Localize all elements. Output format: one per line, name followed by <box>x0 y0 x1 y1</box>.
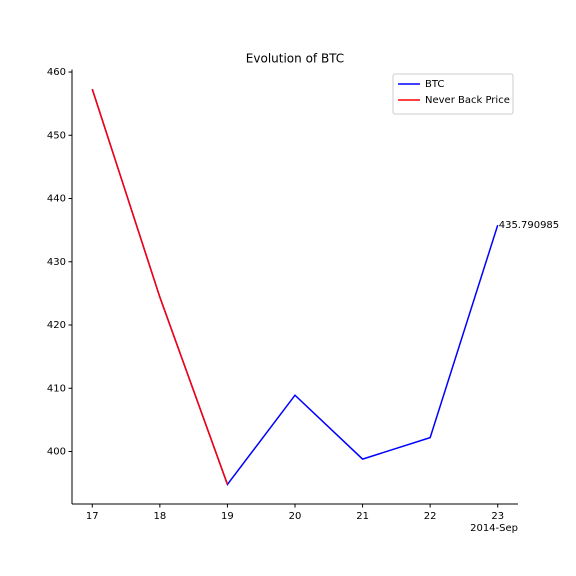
x-tick-label: 23 <box>491 511 504 522</box>
legend-label: Never Back Price <box>425 95 510 106</box>
y-tick-label: 400 <box>47 447 66 458</box>
x-tick-label: 20 <box>289 511 302 522</box>
y-tick-label: 430 <box>47 257 66 268</box>
x-tick-label: 18 <box>153 511 166 522</box>
y-tick-label: 440 <box>47 194 66 205</box>
x-tick-label: 19 <box>221 511 234 522</box>
legend-label: BTC <box>425 79 444 90</box>
x-tick-label: 21 <box>356 511 369 522</box>
chart-title: Evolution of BTC <box>246 52 344 66</box>
x-offset-label: 2014-Sep <box>470 523 518 534</box>
y-tick-label: 460 <box>47 67 66 78</box>
legend-box <box>392 73 514 115</box>
series-line <box>91 88 229 485</box>
annotation: 435.790985 <box>499 220 559 231</box>
x-tick-label: 22 <box>424 511 437 522</box>
y-tick-label: 450 <box>47 130 66 141</box>
x-tick-label: 17 <box>86 511 99 522</box>
y-tick-label: 420 <box>47 320 66 331</box>
y-tick-label: 410 <box>47 383 66 394</box>
